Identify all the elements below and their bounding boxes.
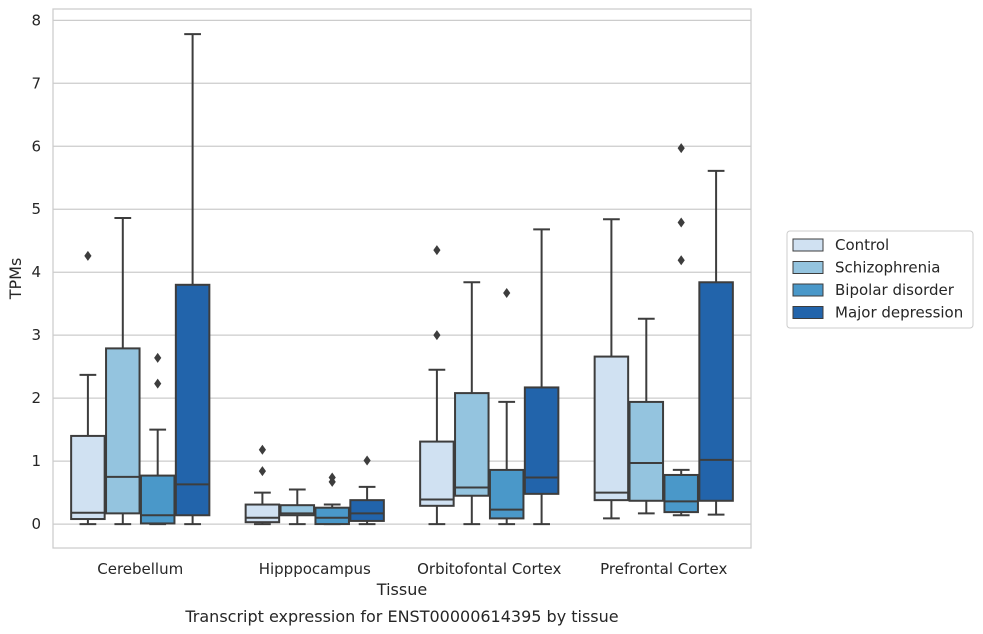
box-groups (70, 33, 734, 526)
legend-item: Schizophrenia (792, 259, 940, 277)
box-iqr (628, 400, 665, 502)
y-tick-labels: 0 1 2 3 4 5 6 7 8 (31, 11, 41, 533)
y-tick-label: 4 (31, 263, 41, 281)
box-iqr (174, 283, 211, 517)
y-tick-label: 6 (31, 137, 41, 155)
box-1-1 (279, 488, 316, 526)
box-3-2 (663, 143, 699, 517)
box-0-2 (139, 352, 176, 526)
box-iqr (349, 499, 385, 522)
legend-item: Major depression (792, 304, 963, 322)
box-iqr (698, 281, 734, 502)
plot-frame (52, 8, 752, 549)
box-2-3 (523, 228, 560, 526)
box-2-1 (454, 281, 490, 526)
box-iqr (70, 434, 106, 521)
box-iqr (105, 347, 141, 515)
y-tick-label: 8 (31, 11, 41, 29)
legend-item: Bipolar disorder (792, 281, 955, 299)
legend-items: Control Schizophrenia Bipolar disorder Majo… (792, 236, 963, 322)
chart-caption: Transcript expression for ENST0000061439… (184, 607, 618, 626)
box-iqr (593, 355, 630, 502)
outlier-point (84, 250, 92, 261)
box-iqr (663, 473, 699, 514)
box-iqr (454, 392, 490, 497)
outlier-point (677, 217, 685, 228)
box-iqr (488, 468, 525, 520)
box-3-0 (593, 218, 630, 520)
legend-swatch (792, 283, 824, 297)
outlier-point (328, 472, 336, 483)
outlier-point (154, 352, 162, 363)
legend-label: Bipolar disorder (835, 281, 955, 299)
legend-swatch (792, 306, 824, 319)
box-iqr (314, 506, 350, 526)
y-tick-label: 0 (31, 515, 41, 533)
y-tick-label: 1 (31, 452, 41, 470)
outlier-point (503, 287, 511, 298)
legend-label: Schizophrenia (835, 259, 940, 277)
box-iqr (139, 474, 176, 525)
x-tick-label: Hipppocampus (259, 560, 371, 578)
outlier-point (433, 330, 441, 341)
legend-swatch (792, 261, 824, 274)
x-axis-label: Tissue (376, 580, 427, 599)
legend-item: Control (792, 236, 889, 254)
outlier-point (154, 378, 162, 389)
x-tick-label: Prefrontal Cortex (600, 560, 727, 578)
box-0-3 (174, 33, 211, 526)
box-iqr (279, 504, 316, 517)
y-tick-label: 2 (31, 389, 41, 407)
x-tick-label: Orbitofontal Cortex (417, 560, 561, 578)
box-2-2 (488, 287, 525, 526)
legend-frame (786, 230, 974, 329)
outlier-point (258, 466, 266, 477)
outlier-point (677, 143, 685, 154)
y-tick-label: 5 (31, 200, 41, 218)
box-2-0 (419, 245, 455, 526)
outlier-point (258, 444, 266, 455)
box-iqr (523, 386, 560, 495)
box-1-3 (349, 455, 385, 526)
outlier-point (677, 255, 685, 266)
legend: Control Schizophrenia Bipolar disorder Majo… (786, 230, 974, 329)
box-iqr (419, 440, 455, 507)
outlier-point (363, 455, 371, 466)
box-0-1 (105, 217, 141, 526)
box-1-2 (314, 472, 350, 526)
legend-label: Major depression (835, 304, 963, 322)
x-tick-labels: Cerebellum Hipppocampus Orbitofontal Corte… (97, 560, 727, 578)
outlier-point (433, 245, 441, 256)
legend-label: Control (835, 236, 889, 254)
box-0-0 (70, 250, 106, 526)
box-3-3 (698, 169, 734, 516)
box-3-1 (628, 317, 665, 515)
y-tick-label: 3 (31, 326, 41, 344)
y-gridlines (53, 19, 751, 525)
y-axis-label: TPMs (6, 258, 25, 301)
y-tick-label: 7 (31, 74, 41, 92)
box-1-0 (244, 444, 281, 526)
box-iqr (244, 503, 281, 524)
legend-swatch (792, 238, 824, 252)
x-tick-label: Cerebellum (97, 560, 183, 578)
